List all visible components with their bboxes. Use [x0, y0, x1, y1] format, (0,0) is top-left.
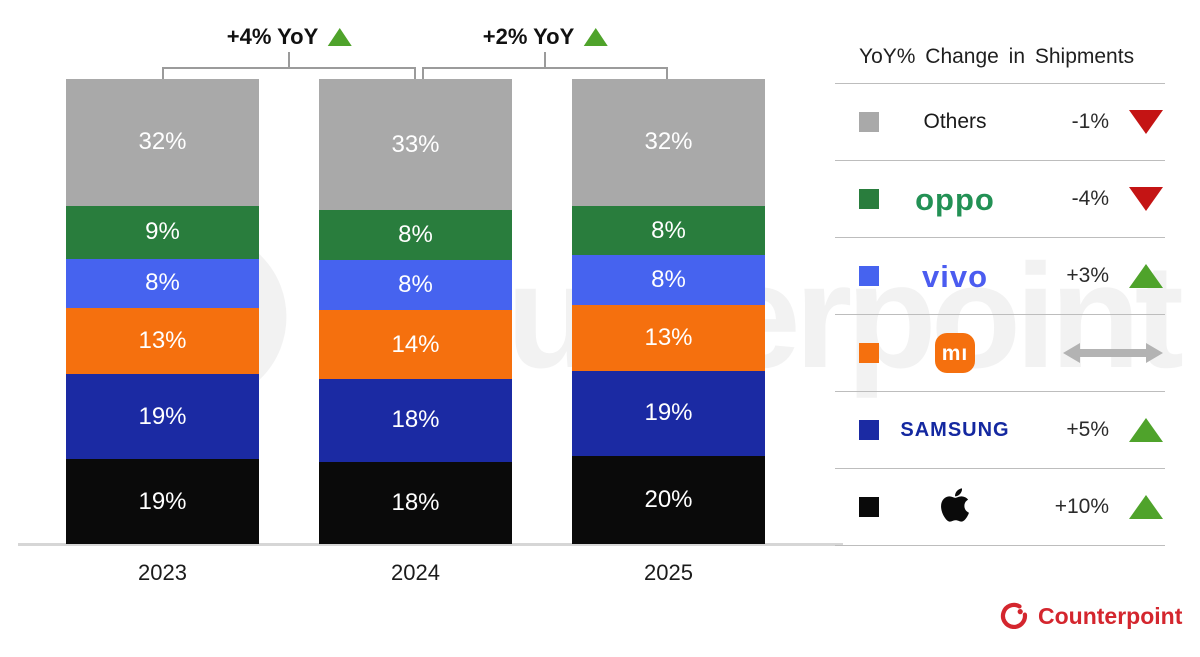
segment-value-label: 32% [138, 128, 187, 156]
others-swatch [859, 112, 879, 132]
up-triangle-icon [1129, 495, 1163, 519]
bracket-tick-1 [288, 52, 290, 67]
segment-value-label: 8% [651, 266, 686, 294]
vivo-logo: vivo [921, 258, 989, 294]
xiaomi-swatch [859, 343, 879, 363]
segment-value-label: 8% [398, 220, 433, 248]
legend-rows: Others -1% oppo -4% vivo +3% mı [835, 83, 1165, 546]
legend-row-samsung: SAMSUNG +5% [835, 391, 1165, 468]
down-triangle-icon [1129, 110, 1163, 134]
segment-value-label: 19% [644, 399, 693, 427]
segment-others-2023: 32% [66, 79, 259, 206]
counterpoint-swirl-icon [1000, 602, 1028, 630]
oppo-swatch [859, 189, 879, 209]
yoy-annotation-2024-2025: +2% YoY [483, 24, 608, 50]
legend-row-vivo: vivo +3% [835, 237, 1165, 314]
segment-value-label: 18% [391, 406, 440, 434]
legend-title: YoY% Change in Shipments [859, 44, 1135, 68]
segment-samsung-2023: 19% [66, 374, 259, 460]
stacked-bars: 32% 9% 8% 13% 19% 19% 33% 8% 8% 14% 18% 18% 32% 8% 8% 1… [66, 79, 765, 545]
yoy-annotation-2023-2024: +4% YoY [227, 24, 352, 50]
yoy-bracket-2023-2024 [162, 67, 416, 80]
vivo-swatch [859, 266, 879, 286]
segment-value-label: 19% [138, 487, 187, 515]
x-axis-label-2024: 2024 [391, 560, 440, 585]
apple-change-value: +10% [1054, 495, 1109, 518]
segment-xiaomi-2025: 13% [572, 305, 765, 371]
segment-oppo-2025: 8% [572, 205, 765, 256]
oppo-change-value: -4% [1071, 187, 1109, 210]
x-axis-label-2025: 2025 [644, 560, 693, 585]
yoy-annotation-text: +4% YoY [226, 24, 319, 49]
x-axis-line [18, 543, 843, 546]
stacked-bar-2023: 32% 9% 8% 13% 19% 19% [66, 79, 259, 544]
others-label: Others [923, 110, 987, 133]
counterpoint-wordmark: Counterpoint [1038, 602, 1183, 629]
segment-samsung-2025: 19% [572, 370, 765, 456]
segment-value-label: 14% [391, 330, 440, 358]
segment-value-label: 18% [391, 488, 440, 516]
segment-others-2024: 33% [319, 79, 512, 210]
x-axis-label-2023: 2023 [138, 560, 187, 585]
segment-xiaomi-2023: 13% [66, 308, 259, 375]
oppo-logo: oppo [915, 181, 995, 217]
segment-value-label: 19% [138, 402, 187, 430]
yoy-legend-panel: YoY% Change in Shipments Others -1% oppo… [835, 30, 1165, 546]
up-triangle-icon [583, 28, 608, 46]
samsung-logo: SAMSUNG [900, 418, 1010, 441]
legend-row-oppo: oppo -4% [835, 160, 1165, 237]
bracket-tick-2 [544, 52, 546, 67]
segment-vivo-2024: 8% [319, 259, 512, 310]
down-triangle-icon [1129, 187, 1163, 211]
segment-value-label: 9% [145, 218, 180, 246]
segment-value-label: 8% [651, 216, 686, 244]
segment-oppo-2024: 8% [319, 210, 512, 260]
legend-row-xiaomi: mı [835, 314, 1165, 391]
x-axis-labels: 2023 2024 2025 [66, 560, 765, 586]
up-triangle-icon [1129, 418, 1163, 442]
segment-value-label: 8% [145, 269, 180, 297]
segment-value-label: 13% [138, 327, 187, 355]
apple-swatch [859, 497, 879, 517]
segment-apple-2025: 20% [572, 455, 765, 545]
segment-value-label: 20% [644, 485, 693, 513]
legend-row-apple: +10% [835, 468, 1165, 545]
samsung-swatch [859, 420, 879, 440]
segment-apple-2023: 19% [66, 459, 259, 544]
yoy-bracket-2024-2025 [422, 67, 668, 80]
flat-double-arrow-icon [1063, 343, 1163, 363]
others-change-value: -1% [1071, 110, 1109, 133]
apple-logo-icon [941, 487, 969, 522]
segment-oppo-2023: 9% [66, 205, 259, 259]
xiaomi-logo: mı [935, 333, 975, 373]
legend-row-others: Others -1% [835, 83, 1165, 160]
stacked-bar-2024: 33% 8% 8% 14% 18% 18% [319, 79, 512, 544]
up-triangle-icon [1129, 264, 1163, 288]
segment-value-label: 32% [644, 128, 693, 156]
segment-value-label: 8% [398, 270, 433, 298]
segment-xiaomi-2024: 14% [319, 309, 512, 380]
segment-vivo-2023: 8% [66, 258, 259, 309]
segment-samsung-2024: 18% [319, 379, 512, 462]
up-triangle-icon [327, 28, 352, 46]
segment-others-2025: 32% [572, 79, 765, 206]
segment-value-label: 13% [644, 323, 693, 351]
yoy-annotation-text: +2% YoY [482, 24, 575, 49]
vivo-change-value: +3% [1066, 264, 1109, 287]
segment-vivo-2025: 8% [572, 255, 765, 306]
samsung-change-value: +5% [1066, 418, 1109, 441]
segment-value-label: 33% [391, 130, 440, 158]
stacked-bar-2025: 32% 8% 8% 13% 19% 20% [572, 79, 765, 545]
segment-apple-2024: 18% [319, 461, 512, 544]
counterpoint-logo: Counterpoint [998, 600, 1182, 632]
